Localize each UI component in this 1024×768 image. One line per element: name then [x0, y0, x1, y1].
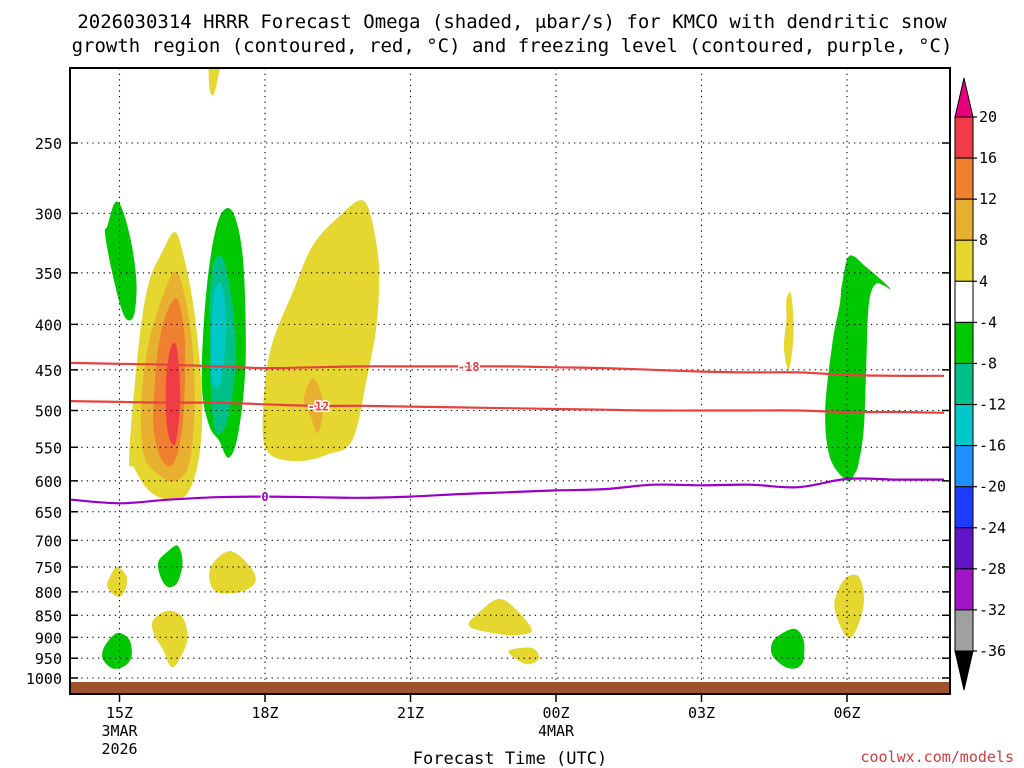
chart-title-line-2: growth region (contoured, red, °C) and f… [72, 35, 953, 57]
y-tick-label-450: 450 [35, 362, 62, 380]
omega-yellow-05z-upper [783, 292, 794, 371]
y-tick-label-650: 650 [35, 504, 62, 522]
colorbar-swatch-5 [954, 321, 974, 364]
omega-shading-layer [102, 68, 891, 669]
colorbar-swatch-0 [954, 116, 974, 159]
gridlines [70, 68, 950, 682]
colorbar-swatch-11 [954, 568, 974, 611]
x-tick-label-06Z: 06Z [833, 704, 860, 722]
dgz-minus18 [70, 361, 945, 377]
ground-surface-bar [70, 682, 950, 694]
colorbar-swatch-8 [954, 445, 974, 488]
colorbar-label-9: -20 [979, 478, 1006, 496]
colorbar-label-12: -32 [979, 601, 1006, 619]
omega-green-15z-upper [104, 201, 137, 321]
y-tick-label-800: 800 [35, 584, 62, 602]
colorbar-swatch-12 [954, 609, 974, 652]
chart-title-line-1: 2026030314 HRRR Forecast Omega (shaded, … [77, 11, 947, 33]
colorbar-swatch-7 [954, 404, 974, 447]
colorbar-min-arrow [954, 650, 974, 691]
omega-red16-16z [165, 342, 181, 446]
freezing-level-0 [70, 477, 945, 505]
colorbar: 20 16 12 8 4 -4 -8 -12 -16 -20 -24 -28 -32 -36 [954, 77, 1006, 691]
colorbar-label-6: -8 [979, 354, 997, 372]
colorbar-label-4: 4 [979, 272, 988, 290]
dgz-minus12-label: -12 [308, 399, 330, 413]
x-tick-label-15Z: 15Z [106, 704, 133, 722]
colorbar-swatch-2 [954, 198, 974, 241]
omega-green-16z-mid [157, 545, 183, 588]
y-tick-label-350: 350 [35, 265, 62, 283]
omega-yellow-15z-mid [107, 567, 128, 597]
omega-yellow-23z [508, 647, 540, 665]
omega-yellow-19z [262, 200, 380, 462]
dgz-minus12 [70, 400, 945, 414]
colorbar-swatch-9 [954, 486, 974, 529]
x-tick-label-21Z: 21Z [397, 704, 424, 722]
x-tick-date-00Z: 4MAR [538, 722, 575, 740]
colorbar-label-11: -28 [979, 560, 1006, 578]
omega-yellow-17z-top [208, 68, 220, 96]
omega-green-06z [825, 255, 891, 482]
y-tick-label-700: 700 [35, 532, 62, 550]
credit-text: coolwx.com/models [860, 748, 1014, 766]
omega-green-05z-low [770, 628, 805, 669]
colorbar-label-2: 12 [979, 190, 997, 208]
colorbar-label-0: 20 [979, 108, 997, 126]
colorbar-swatch-1 [954, 157, 974, 200]
omega-cyan-17z [210, 282, 227, 388]
x-axis-label: Forecast Time (UTC) [413, 749, 607, 768]
dgz-minus18-label: -18 [458, 360, 480, 374]
x-tick-date-15Z: 3MAR [101, 722, 138, 740]
y-tick-label-1000: 1000 [26, 670, 62, 688]
colorbar-label-5: -4 [979, 313, 997, 331]
omega-yellow-06z-mid [834, 574, 865, 639]
y-tick-label-950: 950 [35, 650, 62, 668]
plot-frame [69, 67, 951, 695]
y-tick-label-600: 600 [35, 473, 62, 491]
x-tick-label-18Z: 18Z [251, 704, 278, 722]
x-tick-label-03Z: 03Z [688, 704, 715, 722]
x-tick-year-15Z: 2026 [101, 740, 137, 758]
colorbar-max-arrow [954, 77, 974, 118]
y-tick-label-250: 250 [35, 135, 62, 153]
omega-green-15z-low [102, 632, 132, 669]
colorbar-swatch-10 [954, 527, 974, 570]
colorbar-label-3: 8 [979, 231, 988, 249]
y-tick-label-850: 850 [35, 607, 62, 625]
colorbar-label-10: -24 [979, 519, 1006, 537]
y-axis: 250 300 350 400 450 500 550 600 650 700 750 800 850 9… [26, 135, 950, 688]
omega-yellow-22z [468, 598, 532, 636]
freezing-level-0-label: 0 [261, 490, 268, 504]
colorbar-label-1: 16 [979, 149, 997, 167]
omega-yellow-16z-low [151, 610, 188, 668]
contour-layer: -18 -12 0 [70, 358, 945, 506]
y-tick-label-550: 550 [35, 439, 62, 457]
omega-yellow-17z-mid [209, 551, 256, 594]
colorbar-swatch-6 [954, 362, 974, 406]
y-tick-label-300: 300 [35, 205, 62, 223]
colorbar-swatch-4 [954, 280, 974, 323]
y-tick-label-400: 400 [35, 316, 62, 334]
y-tick-label-900: 900 [35, 629, 62, 647]
colorbar-label-7: -12 [979, 396, 1006, 414]
colorbar-label-8: -16 [979, 437, 1006, 455]
colorbar-swatch-3 [954, 239, 974, 282]
y-tick-label-500: 500 [35, 403, 62, 421]
colorbar-label-13: -36 [979, 642, 1006, 660]
y-tick-label-750: 750 [35, 559, 62, 577]
x-tick-label-00Z: 00Z [542, 704, 569, 722]
